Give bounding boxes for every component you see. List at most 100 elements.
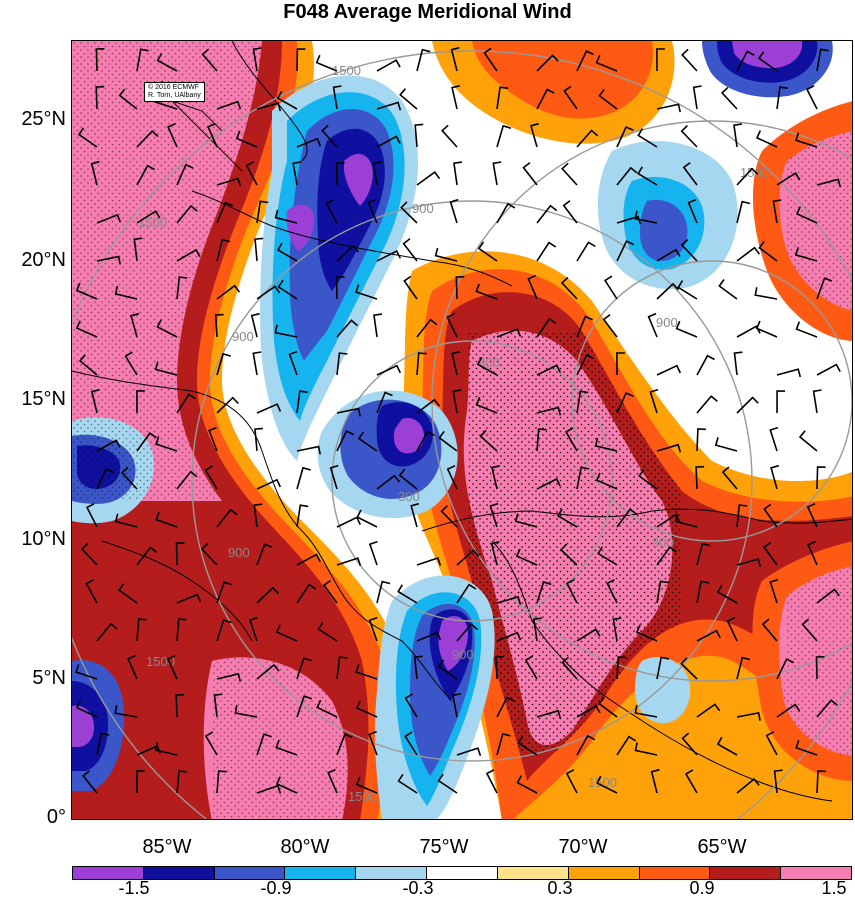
wind-barb [256, 200, 269, 224]
wind-barb [638, 469, 658, 490]
wind-barb [477, 241, 498, 262]
wind-barb [376, 135, 401, 148]
contour-label: 1500 [740, 165, 769, 180]
wind-barb [807, 540, 818, 566]
wind-barb [296, 695, 313, 718]
wind-barb [96, 622, 118, 642]
wind-barb [656, 364, 682, 376]
wind-barb [85, 503, 98, 528]
wind-barb [576, 315, 594, 338]
credit-box: © 2016 ECMWF R. Torn, UAlbany [144, 82, 205, 102]
wind-barb [368, 540, 378, 566]
wind-barb [696, 395, 718, 414]
cool-core-purple [344, 153, 373, 206]
wind-barb [156, 319, 178, 338]
wind-barb [649, 388, 659, 414]
wind-barb [136, 129, 159, 148]
wind-barb [576, 354, 595, 376]
wind-barb [594, 437, 618, 452]
wind-barb [256, 543, 273, 566]
wind-barb [536, 204, 558, 224]
wind-barb [154, 361, 178, 376]
wind-barb [376, 101, 402, 111]
wind-barb [437, 773, 458, 794]
lat-label: 0° [46, 806, 66, 828]
colorbar-label: 1.5 [821, 878, 847, 898]
wind-barb [656, 248, 681, 262]
wind-barb [530, 122, 539, 148]
wind-barb [485, 769, 498, 794]
wind-barb [276, 90, 298, 110]
wind-barb [75, 664, 98, 680]
wind-barb [292, 161, 302, 186]
wind-barb [755, 130, 778, 148]
wind-barb [176, 276, 188, 300]
wind-barb [495, 655, 504, 680]
wind-barb [256, 663, 280, 680]
cool-blob-east-blue [640, 199, 688, 261]
wind-barb [136, 431, 157, 452]
wind-barb [536, 54, 559, 72]
colorbar-swatch [568, 867, 640, 879]
wind-barb [794, 132, 818, 148]
wind-barb [254, 237, 264, 262]
wind-barb [561, 162, 578, 186]
wind-barb [656, 656, 670, 680]
wind-barb [769, 578, 779, 604]
wind-barb [716, 736, 738, 756]
lat-label: 20°N [21, 249, 66, 271]
wind-barb [576, 390, 589, 414]
wind-barb [95, 85, 105, 110]
wind-barb [479, 429, 498, 452]
wind-barb [565, 769, 578, 794]
wind-barb [476, 356, 498, 376]
wind-barb [176, 204, 198, 224]
wind-barb [496, 202, 516, 224]
wind-barb [207, 122, 218, 148]
wind-barb [776, 658, 795, 680]
wind-barb [656, 546, 677, 566]
wind-barb [596, 775, 618, 794]
contour-label: 900 [412, 201, 434, 216]
contour-label: 1500 [588, 775, 617, 790]
wind-barb [416, 48, 431, 72]
wind-barb [321, 124, 338, 148]
wind-barb [75, 282, 98, 300]
contour-label: 900 [652, 535, 674, 550]
cool-pocket-southwest-purple [72, 705, 94, 747]
wind-barb [90, 160, 100, 186]
wind-barb [576, 704, 601, 718]
wind-barb [718, 279, 738, 300]
wind-barb [776, 390, 786, 414]
wind-barb [794, 247, 818, 262]
wind-barb [496, 328, 522, 338]
wind-barb [325, 199, 338, 224]
wind-barb [456, 623, 478, 642]
wind-barb [335, 276, 345, 300]
wind-barb [176, 618, 187, 642]
wind-barb [368, 616, 378, 642]
wind-barb [566, 578, 578, 604]
wind-barb [456, 583, 477, 604]
wind-barb [795, 206, 818, 224]
wind-barb [776, 703, 801, 718]
wind-barb [274, 324, 298, 338]
wind-barb [376, 250, 402, 262]
wind-barb [376, 474, 401, 490]
wind-barb [336, 244, 360, 262]
wind-barb [795, 321, 818, 338]
wind-barb [451, 351, 461, 376]
wind-barb [414, 123, 424, 148]
wind-barb [536, 580, 552, 604]
contour-label: 900 [452, 647, 474, 662]
wind-barb [372, 161, 382, 186]
wind-barb [288, 350, 298, 376]
wind-barb [214, 313, 224, 338]
colorbar-label: 0.3 [547, 878, 573, 898]
wind-barb [256, 586, 280, 604]
wind-barb [355, 700, 378, 718]
wind-barb [801, 618, 818, 642]
wind-barb [296, 583, 317, 604]
wind-barb [216, 618, 232, 642]
wind-barb [277, 279, 298, 300]
